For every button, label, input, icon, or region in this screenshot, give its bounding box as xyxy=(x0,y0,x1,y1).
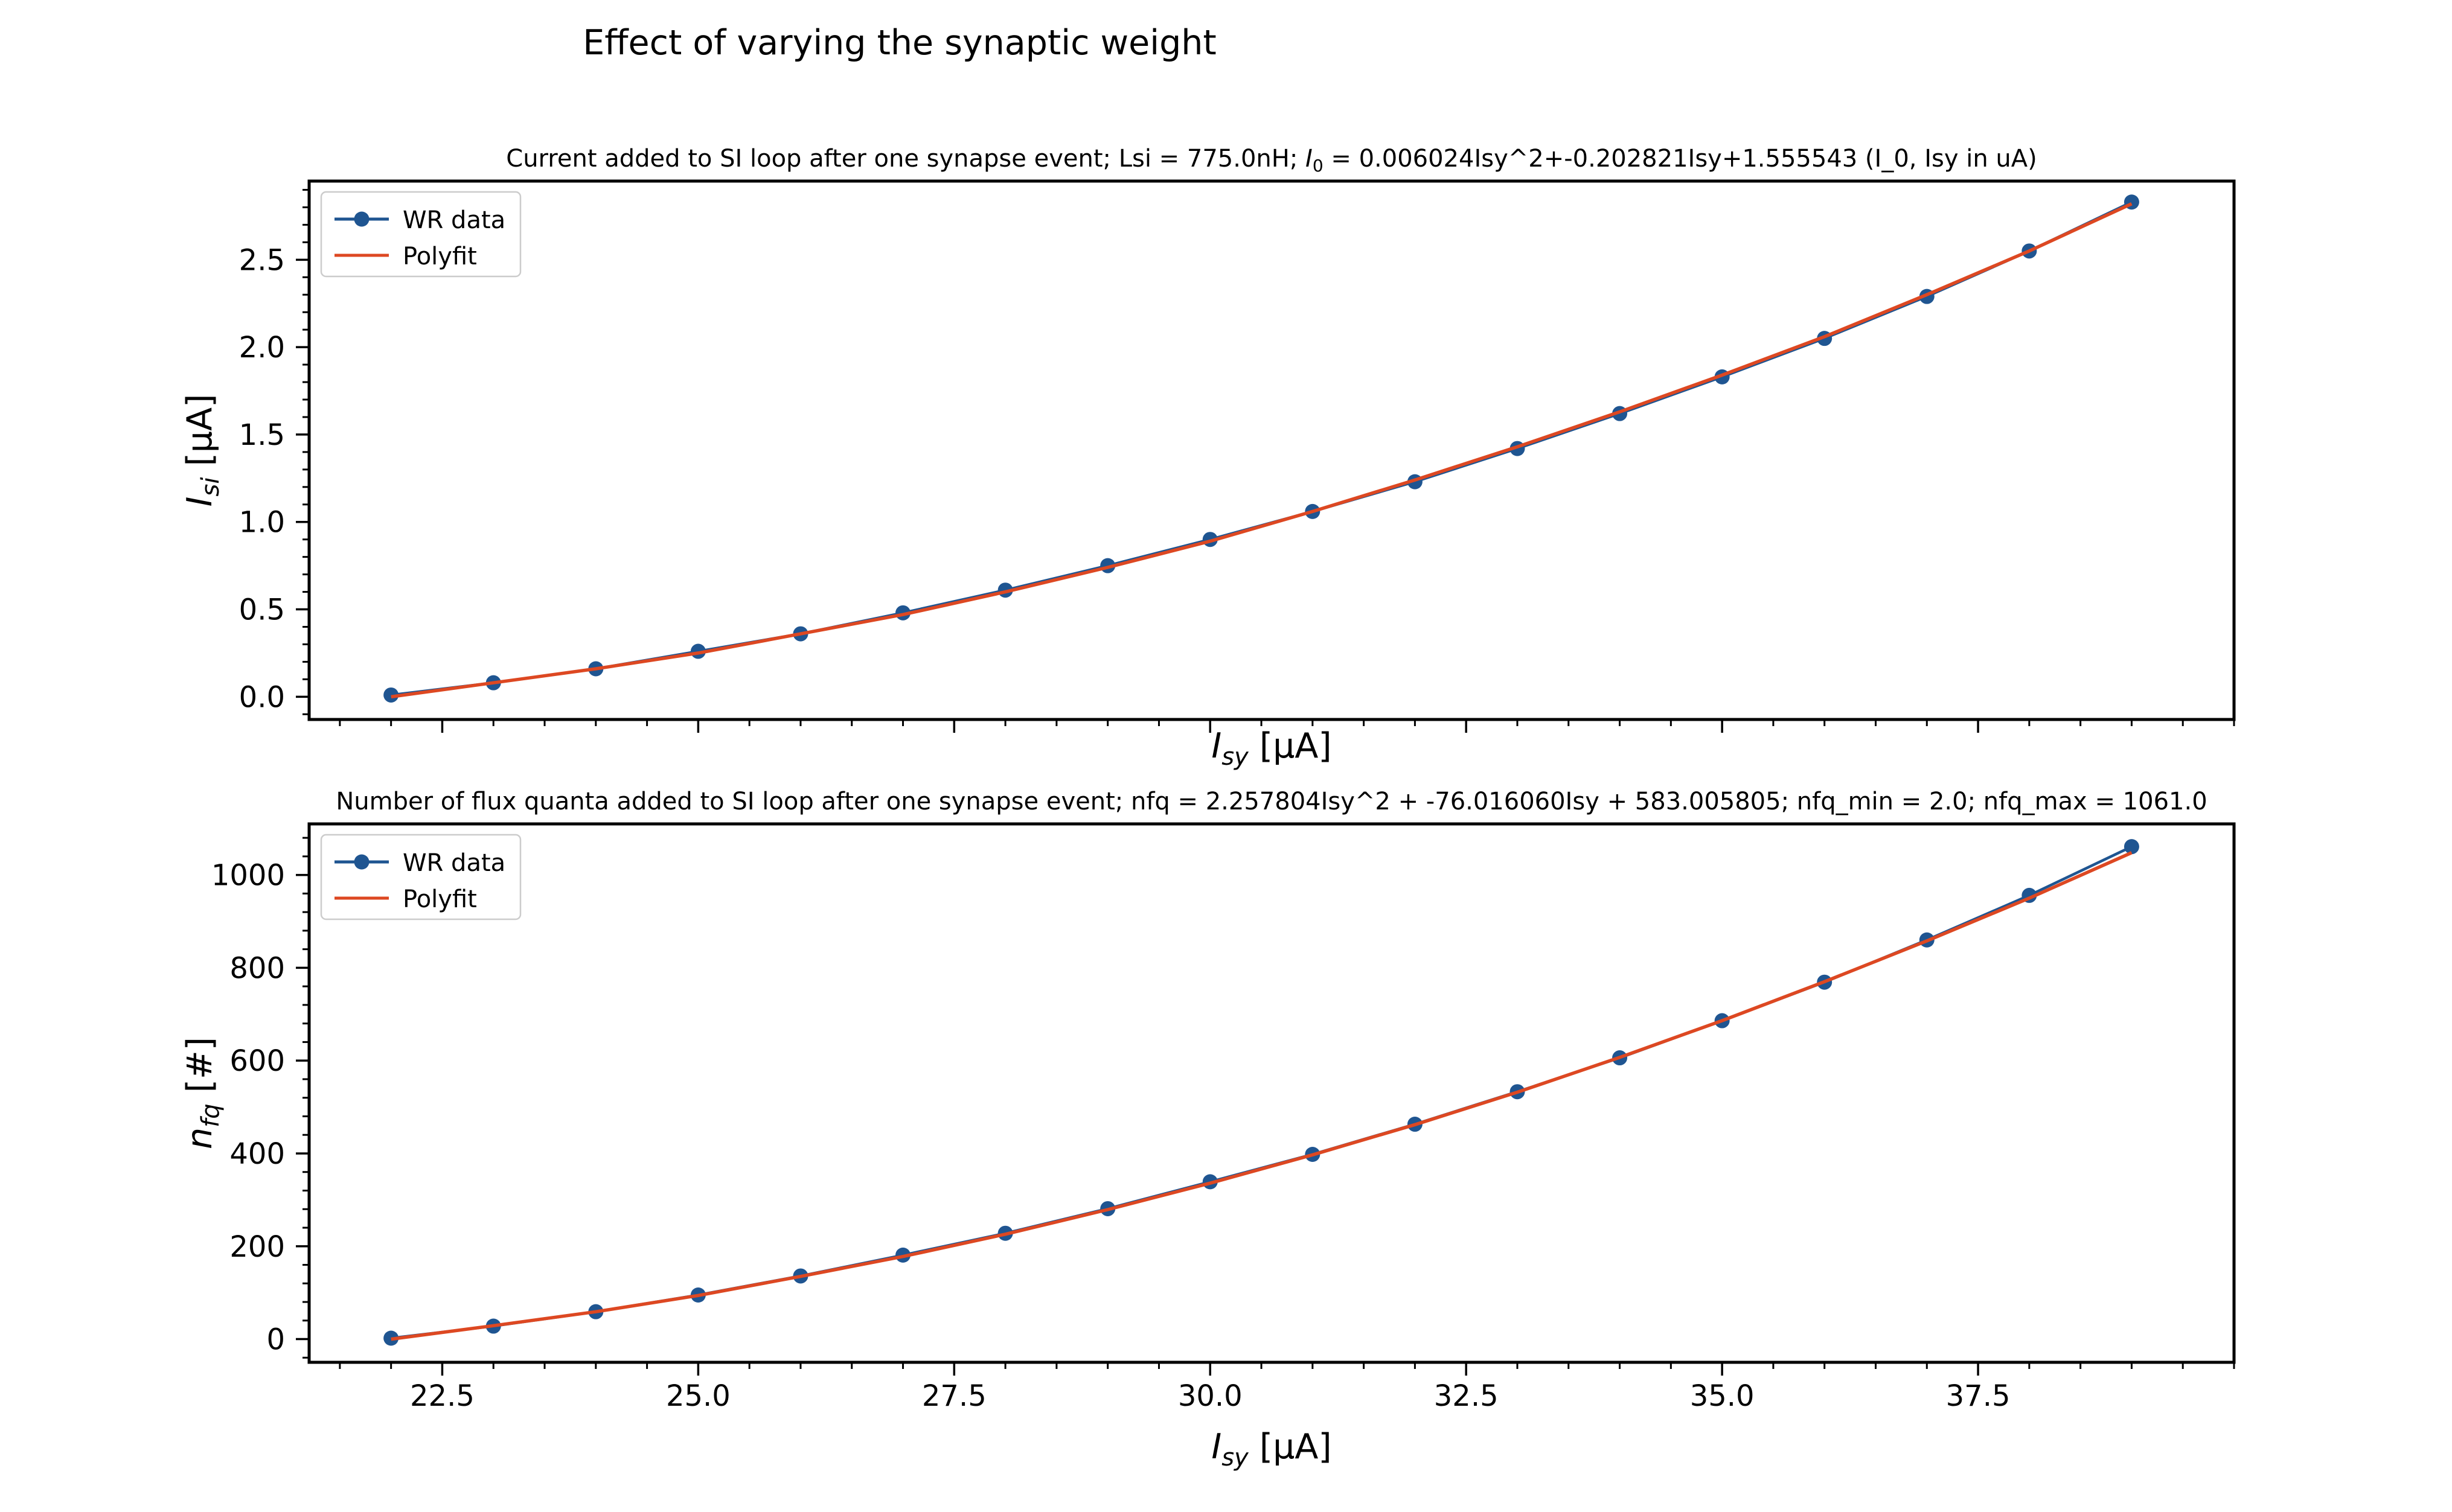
y-tick-label: 1000 xyxy=(211,859,285,893)
x-tick-label: 22.5 xyxy=(410,1379,475,1413)
legend-label: WR data xyxy=(403,206,505,234)
panel-title: Current added to SI loop after one synap… xyxy=(506,145,2037,176)
y-tick-label: 0.5 xyxy=(239,593,285,627)
legend-swatch-marker xyxy=(354,211,370,227)
series-polyfit xyxy=(391,851,2133,1341)
legend-label: Polyfit xyxy=(403,243,477,270)
y-axis-label: nfq [#] xyxy=(180,1037,225,1149)
panels: Current added to SI loop after one synap… xyxy=(180,145,2236,1472)
panel-1: Current added to SI loop after one synap… xyxy=(180,145,2236,771)
y-tick-label: 2.0 xyxy=(239,331,285,365)
data-point xyxy=(2124,839,2139,855)
legend-label: WR data xyxy=(403,849,505,877)
x-tick-label: 25.0 xyxy=(666,1379,731,1413)
x-tick-label: 30.0 xyxy=(1178,1379,1243,1413)
panel-title: Number of flux quanta added to SI loop a… xyxy=(336,788,2207,815)
x-tick-label: 32.5 xyxy=(1434,1379,1499,1413)
y-tick-label: 0 xyxy=(266,1323,285,1357)
y-tick-label: 200 xyxy=(229,1230,285,1264)
x-axis-label: Isy [μA] xyxy=(1211,726,1331,771)
legend-label: Polyfit xyxy=(403,885,477,913)
data-point xyxy=(383,687,399,703)
y-tick-label: 600 xyxy=(229,1044,285,1078)
y-tick-label: 2.5 xyxy=(239,243,285,277)
axes-frame xyxy=(307,822,2236,1364)
y-tick-label: 1.0 xyxy=(239,506,285,540)
figure-suptitle: Effect of varying the synaptic weight xyxy=(583,23,1216,63)
y-tick-label: 400 xyxy=(229,1137,285,1171)
axes-frame xyxy=(307,179,2236,721)
y-tick-label: 0.0 xyxy=(239,680,285,714)
y-axis-label: Isi [μA] xyxy=(180,394,225,507)
x-tick-label: 35.0 xyxy=(1690,1379,1755,1413)
series-polyfit xyxy=(391,202,2133,699)
x-tick-label: 37.5 xyxy=(1946,1379,2011,1413)
series-line xyxy=(391,202,2133,699)
x-tick-label: 27.5 xyxy=(922,1379,987,1413)
y-tick-label: 800 xyxy=(229,951,285,985)
legend: WR data Polyfit xyxy=(320,834,522,920)
series-line xyxy=(391,851,2133,1341)
legend-swatch-marker xyxy=(354,854,370,870)
y-tick-label: 1.5 xyxy=(239,418,285,452)
panel-2: Number of flux quanta added to SI loop a… xyxy=(180,788,2236,1472)
x-axis-label: Isy [μA] xyxy=(1211,1427,1331,1472)
legend: WR data Polyfit xyxy=(320,191,522,278)
